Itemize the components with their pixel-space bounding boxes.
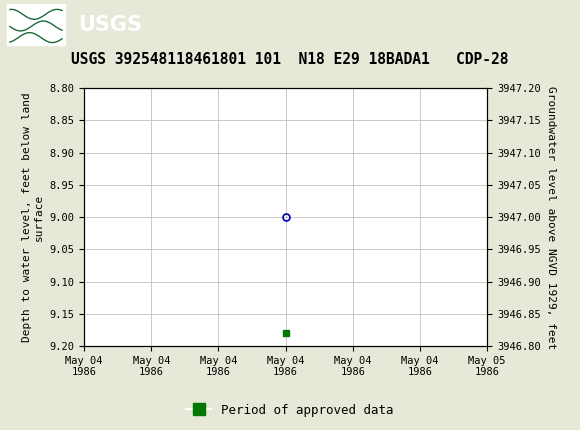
Text: USGS 392548118461801 101  N18 E29 18BADA1   CDP-28: USGS 392548118461801 101 N18 E29 18BADA1… xyxy=(71,52,509,67)
Y-axis label: Groundwater level above NGVD 1929, feet: Groundwater level above NGVD 1929, feet xyxy=(546,86,556,349)
Legend: Period of approved data: Period of approved data xyxy=(181,399,399,421)
Text: USGS: USGS xyxy=(78,15,142,35)
Y-axis label: Depth to water level, feet below land
surface: Depth to water level, feet below land su… xyxy=(22,92,44,342)
Bar xyxy=(7,4,65,46)
